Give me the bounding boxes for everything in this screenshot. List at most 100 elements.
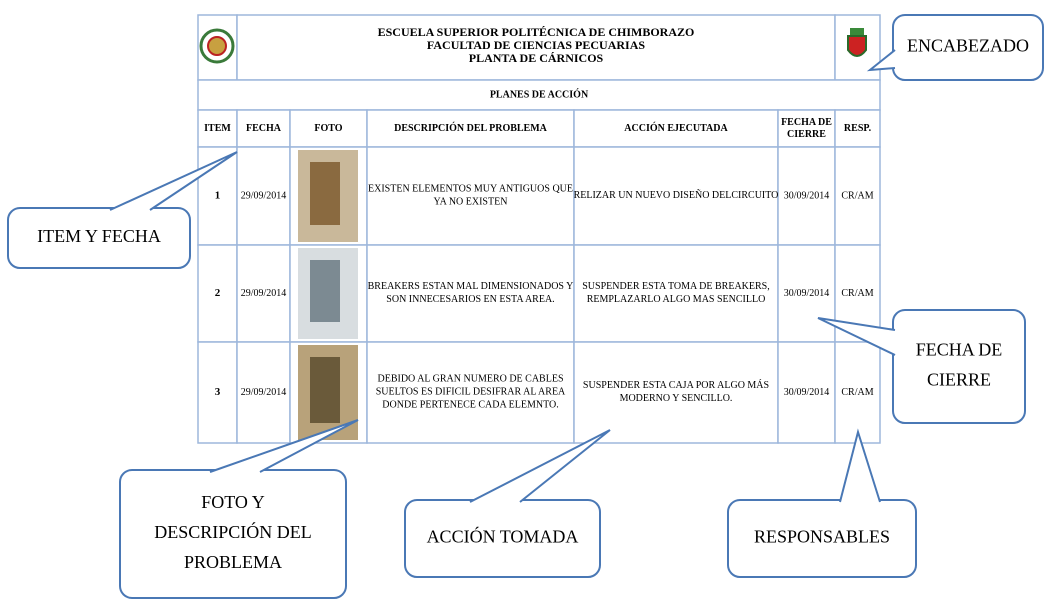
accion: RELIZAR UN NUEVO DISEÑO DELCIRCUITO	[574, 189, 779, 201]
fecha: 29/09/2014	[241, 288, 287, 299]
callout-text: ACCIÓN TOMADA	[427, 526, 579, 547]
logo-left	[199, 28, 235, 64]
logo-shield	[847, 35, 867, 57]
table-cell	[366, 244, 575, 343]
callout	[727, 428, 917, 578]
header-title-line: PLANTA DE CÁRNICOS	[469, 51, 604, 65]
callout-text: FECHA DE CIERRE	[916, 340, 1003, 390]
column-header: RESP.	[844, 123, 872, 134]
header-title-line: ESCUELA SUPERIOR POLITÉCNICA DE CHIMBORA…	[378, 25, 695, 39]
fecha: 29/09/2014	[241, 387, 287, 398]
photo-detail	[310, 260, 340, 322]
callout-tail	[839, 428, 881, 503]
column-header-line: CIERRE	[787, 129, 826, 140]
column-header: FOTO	[314, 123, 342, 134]
callout-text: ENCABEZADO	[907, 36, 1029, 56]
fecha-cierre: 30/09/2014	[784, 288, 830, 299]
callout-text-line: RESPONSABLES	[754, 527, 890, 547]
descripcion: DEBIDO AL GRAN NUMERO DE CABLES SUELTOS E…	[376, 374, 566, 411]
table-cell	[573, 109, 779, 148]
fecha-cierre: 30/09/2014	[784, 387, 830, 398]
column-header: DESCRIPCIÓN DEL PROBLEMA	[394, 122, 548, 134]
descripcion-line: SUELTOS ES DIFICIL DESIFRAR AL AREA	[376, 387, 566, 398]
callout-text-line: ENCABEZADO	[907, 36, 1029, 56]
column-header-line: FOTO	[314, 123, 342, 134]
table-cell	[197, 341, 238, 444]
table-cell	[777, 146, 836, 246]
callout-text: FOTO Y DESCRIPCIÓN DEL PROBLEMA	[154, 492, 312, 572]
accion-line: RELIZAR UN NUEVO DISEÑO DELCIRCUITO	[574, 189, 779, 201]
column-header: ITEM	[204, 123, 231, 134]
callout-text: ITEM Y FECHA	[37, 226, 161, 246]
descripcion-line: EXISTEN ELEMENTOS MUY ANTIGUOS QUE	[368, 184, 573, 195]
header-title: ESCUELA SUPERIOR POLITÉCNICA DE CHIMBORA…	[378, 25, 695, 65]
callout-box	[7, 207, 191, 269]
callout-box	[727, 499, 917, 578]
column-header-line: DESCRIPCIÓN DEL PROBLEMA	[394, 122, 548, 134]
photo	[298, 248, 358, 339]
callout-text-line: FOTO Y	[201, 492, 265, 512]
item: 3	[215, 386, 221, 398]
item: 2	[215, 287, 221, 299]
callout-tail	[817, 317, 896, 356]
photo	[298, 150, 358, 242]
fecha-cierre: 30/09/2014	[784, 190, 830, 201]
table-cell	[236, 341, 291, 444]
callout-text-line: ACCIÓN TOMADA	[427, 526, 579, 547]
table-cell	[573, 244, 779, 343]
resp: CR/AM	[841, 387, 873, 398]
callout-text-line: ITEM Y FECHA	[37, 226, 161, 246]
column-header-line: ITEM	[204, 123, 231, 134]
table-cell	[289, 109, 368, 148]
photo-detail	[310, 162, 340, 225]
accion-line: SUSPENDER ESTA TOMA DE BREAKERS,	[582, 281, 769, 292]
callout-text: RESPONSABLES	[754, 527, 890, 547]
accion: SUSPENDER ESTA CAJA POR ALGO MÁS MODERNO …	[583, 379, 769, 404]
table-cell	[834, 109, 881, 148]
table-cell	[236, 109, 291, 148]
callout	[404, 429, 611, 578]
callout-tail	[209, 419, 359, 473]
accion-line: REMPLAZARLO ALGO MAS SENCILLO	[587, 294, 766, 305]
accion-line: SUSPENDER ESTA CAJA POR ALGO MÁS	[583, 379, 769, 391]
descripcion-line: SON INNECESARIOS EN ESTA AREA.	[386, 294, 554, 305]
accion: SUSPENDER ESTA TOMA DE BREAKERS, REMPLAZA…	[582, 281, 769, 305]
table-cell	[777, 244, 836, 343]
descripcion-line: BREAKERS ESTAN MAL DIMENSIONADOS Y	[368, 281, 574, 292]
column-header-line: ACCIÓN EJECUTADA	[624, 122, 728, 134]
callout-tail	[866, 49, 896, 72]
resp: CR/AM	[841, 190, 873, 201]
table-cell	[366, 146, 575, 246]
table-cell	[834, 341, 881, 444]
callout-text-line: CIERRE	[927, 370, 991, 390]
column-header-line: FECHA DE	[781, 117, 832, 128]
logo-top	[850, 28, 864, 35]
callout-box	[892, 14, 1044, 81]
table-cell	[236, 146, 291, 246]
table-cell	[573, 146, 779, 246]
descripcion-line: YA NO EXISTEN	[434, 197, 508, 208]
column-header: FECHA DE CIERRE	[781, 117, 832, 140]
callout	[866, 14, 1044, 81]
callout-box	[892, 309, 1026, 424]
fecha: 29/09/2014	[241, 190, 287, 201]
callout-text-line: PROBLEMA	[184, 552, 282, 572]
header-title-line: FACULTAD DE CIENCIAS PECUARIAS	[427, 38, 645, 52]
table-cell	[366, 341, 575, 444]
callout-text-line: FECHA DE	[916, 340, 1003, 360]
callout	[817, 309, 1026, 424]
callout-tail-fill	[840, 432, 880, 502]
photo-detail	[310, 357, 340, 423]
item: 1	[215, 190, 221, 202]
accion-line: MODERNO Y SENCILLO.	[620, 393, 733, 404]
callout	[7, 151, 238, 269]
callout-tail	[109, 151, 238, 211]
descripcion: BREAKERS ESTAN MAL DIMENSIONADOS Y SON IN…	[368, 281, 574, 305]
column-header: FECHA	[246, 123, 282, 134]
column-header-line: FECHA	[246, 123, 282, 134]
table-cell	[197, 79, 881, 111]
section-title: PLANES DE ACCIÓN	[490, 88, 589, 100]
column-header: ACCIÓN EJECUTADA	[624, 122, 728, 134]
table-cell	[197, 109, 238, 148]
